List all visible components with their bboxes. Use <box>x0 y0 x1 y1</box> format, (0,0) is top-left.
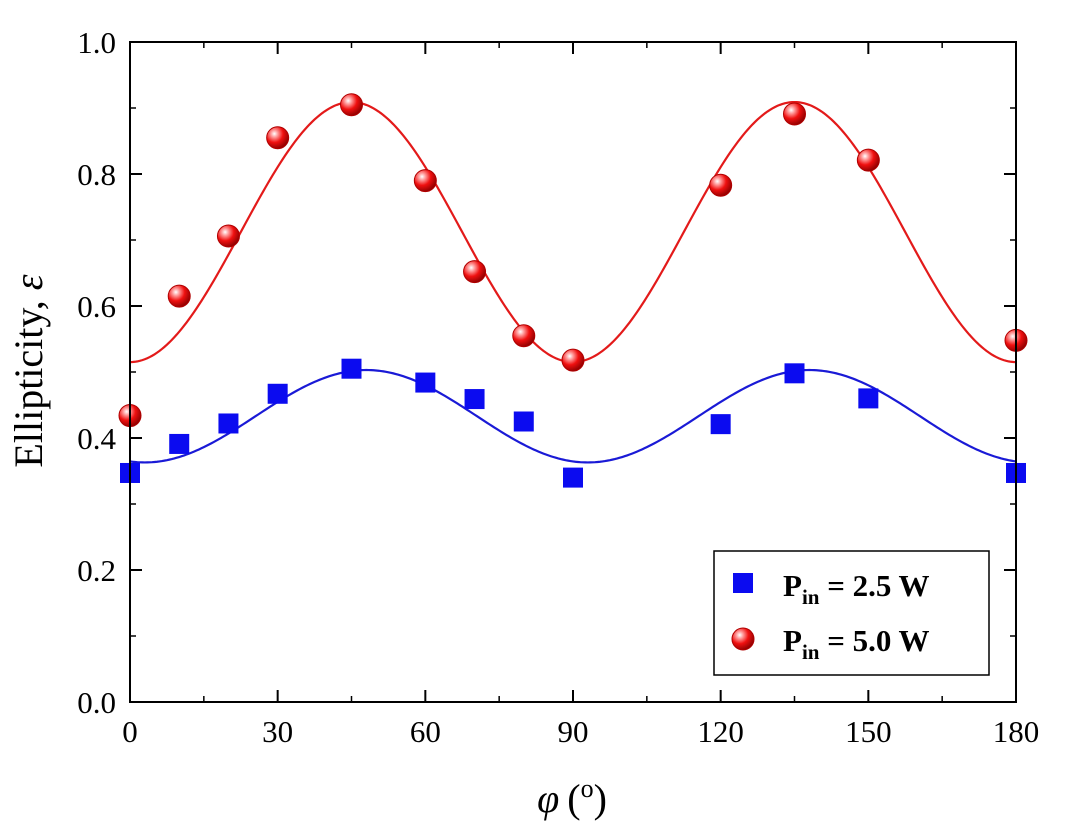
fit-curve-series-0 <box>129 368 1017 464</box>
fit-curve-series-1 <box>129 100 1017 364</box>
data-markers <box>118 93 1028 488</box>
legend-sphere-marker <box>731 627 755 651</box>
x-axis-title-unit: o <box>581 774 594 803</box>
y-axis-title: Ellipticity, ε <box>6 274 51 467</box>
data-point-series-0-8 <box>563 467 583 488</box>
data-point-series-0-10 <box>784 363 805 384</box>
data-point-series-0-9 <box>710 414 731 435</box>
data-point-series-1-2 <box>216 224 240 248</box>
data-point-series-1-1 <box>167 284 191 308</box>
legend-label-high-power-suffix: = 5.0 W <box>819 623 929 658</box>
x-tick-label: 0 <box>122 714 138 749</box>
data-point-series-0-6 <box>464 389 485 410</box>
data-point-series-0-7 <box>513 411 534 432</box>
y-tick-label: 0.8 <box>77 157 116 192</box>
legend-label-low-power: Pin = 2.5 W <box>783 568 930 609</box>
data-point-series-1-10 <box>783 102 806 126</box>
data-point-series-1-7 <box>512 324 536 348</box>
y-tick-label: 1.0 <box>77 25 116 60</box>
data-point-series-0-5 <box>415 372 436 393</box>
x-axis-title: φ (o) <box>537 774 607 821</box>
data-point-series-1-3 <box>266 126 290 150</box>
axis-ticks: 0 30 60 90 120 150 180 0.0 0.2 0.4 0.6 0.8 1.0 <box>77 25 1039 749</box>
fit-curves <box>129 100 1017 464</box>
data-point-series-0-2 <box>218 413 239 434</box>
x-tick-label: 30 <box>262 714 293 749</box>
legend-label-low-power-sub: in <box>802 585 820 609</box>
x-tick-label: 150 <box>845 714 892 749</box>
x-tick-label: 60 <box>410 714 441 749</box>
legend-label-low-power-prefix: P <box>783 568 802 603</box>
y-axis-title-text: Ellipticity, <box>6 290 51 467</box>
legend-label-high-power: Pin = 5.0 W <box>783 623 930 664</box>
y-tick-label: 0.4 <box>77 421 116 456</box>
x-axis-title-open-paren: ( <box>567 776 580 821</box>
y-axis-title-symbol: ε <box>6 274 51 290</box>
x-axis-title-symbol: φ <box>537 776 559 821</box>
data-point-series-0-4 <box>341 358 362 379</box>
x-axis-title-close-paren: ) <box>594 776 607 821</box>
data-point-series-0-11 <box>858 388 879 409</box>
y-tick-label: 0.6 <box>77 289 116 324</box>
data-point-series-0-1 <box>169 433 190 454</box>
y-tick-label: 0.2 <box>77 553 116 588</box>
data-point-series-1-6 <box>463 260 487 284</box>
legend-square-marker <box>733 573 753 593</box>
legend-label-high-power-sub: in <box>802 640 820 664</box>
y-tick-label: 0.0 <box>77 685 116 720</box>
data-point-series-1-5 <box>413 169 437 193</box>
x-tick-label: 180 <box>993 714 1040 749</box>
data-point-series-1-9 <box>709 173 733 197</box>
data-point-series-1-4 <box>340 93 363 117</box>
legend-label-high-power-prefix: P <box>783 623 802 658</box>
x-tick-label: 120 <box>697 714 744 749</box>
legend: Pin = 2.5 W Pin = 5.0 W <box>713 550 990 676</box>
data-point-series-1-11 <box>856 148 880 172</box>
data-point-series-1-8 <box>561 348 585 372</box>
data-point-series-0-3 <box>267 383 288 404</box>
legend-label-low-power-suffix: = 2.5 W <box>819 568 929 603</box>
x-tick-label: 90 <box>558 714 589 749</box>
legend-box <box>713 550 990 676</box>
